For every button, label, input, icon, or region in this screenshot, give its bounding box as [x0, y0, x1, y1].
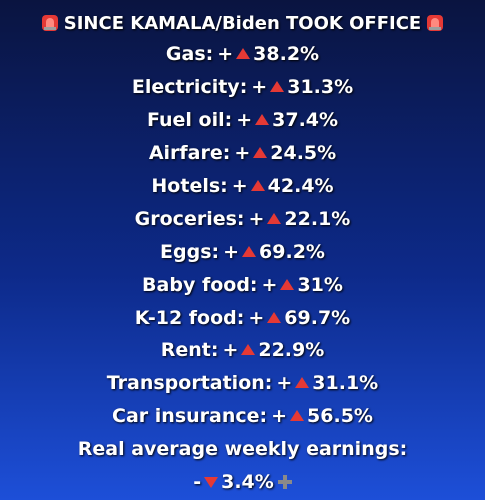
item-label: Groceries: [134, 207, 245, 230]
item-row: Airfare: +24.5% [0, 137, 485, 170]
triangle-shape [280, 278, 295, 290]
item-row: Gas: +38.2% [0, 38, 485, 71]
item-label: Airfare: [148, 142, 231, 165]
triangle-shape [295, 377, 310, 389]
item-label: Gas: [165, 43, 214, 66]
item-sign: + [231, 175, 248, 197]
up-triangle [255, 114, 270, 126]
plus-icon [277, 475, 292, 490]
item-value: 31.3% [287, 76, 354, 99]
item-value: 24.5% [270, 142, 337, 165]
item-row: Groceries: +22.1% [0, 202, 485, 235]
up-triangle [250, 180, 265, 191]
triangle-shape [290, 410, 305, 422]
item-sign: + [223, 240, 240, 263]
up-triangle [267, 311, 282, 323]
up-triangle [267, 212, 282, 224]
earnings-value: 3.4% [221, 471, 274, 494]
triangle-shape [267, 212, 282, 224]
up-triangle [270, 81, 285, 93]
item-sign: + [251, 76, 268, 99]
item-sign: + [261, 273, 278, 296]
item-row: Electricity: +31.3% [0, 71, 485, 104]
item-sign: + [248, 306, 265, 329]
item-sign: + [222, 339, 239, 362]
item-row: Rent: +22.9% [0, 334, 485, 367]
item-value: 31% [297, 273, 343, 296]
up-triangle [280, 278, 295, 290]
title: SINCE KAMALA/Biden TOOK OFFICE [63, 12, 422, 34]
item-label: Electricity: [131, 76, 248, 99]
item-label: Transportation: [106, 372, 273, 395]
up-triangle [242, 245, 257, 257]
item-value: 69.2% [259, 240, 325, 263]
item-sign: + [236, 109, 253, 132]
title-row: SINCE KAMALA/Biden TOOK OFFICE [0, 8, 485, 38]
down-triangle [204, 477, 219, 489]
item-row: Car insurance: +56.5% [0, 400, 485, 433]
item-row: Fuel oil: +37.4% [0, 104, 485, 137]
triangle-shape [267, 311, 282, 323]
earnings-label-row: Real average weekly earnings: [0, 433, 485, 466]
item-sign: + [276, 372, 293, 395]
siren-icon [427, 15, 444, 31]
item-list: Gas: +38.2% Electricity: +31.3% Fuel oil: +37… [0, 38, 485, 433]
item-value: 22.1% [284, 207, 351, 230]
triangle-shape [270, 81, 285, 93]
item-row: Baby food: +31% [0, 268, 485, 301]
up-triangle [236, 48, 251, 60]
item-row: K-12 food: +69.7% [0, 301, 485, 334]
up-triangle [241, 344, 256, 356]
earnings-label: Real average weekly earnings: [77, 438, 408, 461]
item-label: Fuel oil: [146, 109, 233, 132]
item-label: Eggs: [160, 240, 220, 263]
earnings-sign: - [193, 471, 202, 494]
triangle-shape [236, 48, 251, 60]
triangle-shape [250, 180, 265, 191]
item-label: Baby food: [142, 273, 258, 296]
item-sign: + [234, 142, 251, 165]
item-row: Eggs: +69.2% [0, 235, 485, 268]
up-triangle [253, 147, 268, 159]
triangle-shape [241, 344, 256, 356]
item-value: 22.9% [258, 339, 325, 362]
item-value: 37.4% [272, 109, 339, 132]
item-value: 31.1% [312, 372, 379, 395]
siren-icon [41, 15, 58, 31]
item-row: Hotels: +42.4% [0, 170, 485, 203]
item-row: Transportation: +31.1% [0, 367, 485, 400]
item-value: 38.2% [253, 43, 320, 66]
earnings-value-row: - 3.4% [0, 466, 485, 499]
item-sign: + [217, 43, 234, 66]
up-triangle [295, 377, 310, 389]
item-label: K-12 food: [134, 306, 245, 329]
triangle-shape [242, 245, 257, 257]
item-label: Car insurance: [112, 405, 268, 428]
triangle-shape [253, 147, 268, 159]
item-sign: + [271, 405, 288, 428]
item-value: 69.7% [284, 306, 351, 329]
item-value: 42.4% [267, 175, 334, 197]
triangle-shape [255, 114, 270, 126]
up-triangle [290, 410, 305, 422]
item-label: Rent: [160, 339, 219, 362]
item-label: Hotels: [151, 175, 228, 197]
item-value: 56.5% [307, 405, 373, 428]
item-sign: + [248, 207, 265, 230]
